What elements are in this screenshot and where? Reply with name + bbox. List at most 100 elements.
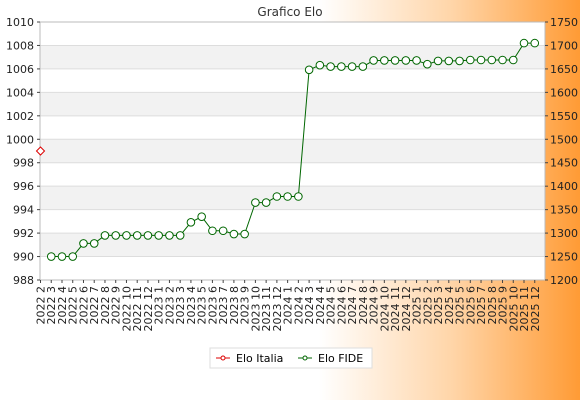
data-point-elo-fide [326, 62, 335, 71]
data-point-elo-fide [401, 56, 411, 65]
data-point-elo-fide [154, 231, 163, 240]
data-point-elo-fide [283, 192, 292, 201]
y-right-tick-label: 1750 [550, 16, 578, 29]
x-tick-label: 2023 6 [206, 286, 219, 325]
x-tick-label: 2023 3 [174, 286, 187, 325]
data-point-elo-fide [197, 212, 206, 221]
data-point-elo-fide [498, 55, 507, 65]
grid-band [40, 139, 545, 163]
data-point-elo-fide [508, 55, 518, 65]
data-point-elo-fide [530, 38, 540, 48]
y-right-tick-label: 1550 [550, 110, 578, 123]
x-tick-label: 2025 6 [464, 286, 477, 325]
data-point-elo-fide [433, 56, 443, 66]
data-point-elo-fide [347, 62, 357, 71]
x-tick-label: 2022 3 [45, 286, 58, 325]
x-tick-label: 2022 10 [120, 286, 133, 332]
data-point-elo-fide [455, 56, 464, 66]
x-tick-label: 2022 6 [77, 286, 90, 325]
y-left-tick-label: 1006 [6, 63, 34, 76]
y-left-tick-label: 990 [13, 251, 34, 264]
y-left-tick-label: 1010 [6, 16, 34, 29]
plot-layer: 988 990 992 994 996 998 1000 1002 1004 1006 1008 10… [6, 16, 578, 332]
legend-box [209, 347, 373, 369]
y-left-tick-label: 994 [13, 204, 34, 217]
data-point-elo-fide [380, 56, 389, 65]
y-left-tick-label: 1004 [6, 86, 34, 99]
data-point-elo-fide [444, 56, 454, 66]
chart-title: Grafico Elo [257, 5, 322, 19]
x-tick-label: 2024 9 [368, 286, 381, 325]
x-tick-label: 2022 2 [35, 286, 48, 325]
data-point-elo-italia [35, 146, 46, 156]
x-tick-label: 2024 6 [335, 286, 348, 325]
y-left-tick-label: 988 [13, 274, 34, 287]
x-tick-label: 2022 7 [88, 286, 101, 325]
x-tick-label: 2023 12 [271, 286, 284, 332]
y-right-tick-label: 1250 [550, 251, 578, 264]
x-tick-label: 2025 5 [454, 286, 467, 325]
x-tick-label: 2025 12 [529, 286, 542, 332]
x-tick-label: 2024 2 [292, 286, 305, 325]
x-tick-label: 2025 9 [497, 286, 510, 325]
x-tick-label: 2022 9 [110, 286, 123, 325]
data-point-elo-fide [79, 239, 88, 248]
data-point-elo-fide [337, 62, 346, 71]
data-point-elo-fide [240, 229, 249, 239]
data-point-elo-fide [208, 226, 217, 236]
y-left-tick-label: 996 [13, 180, 34, 193]
y-right-tick-label: 1450 [550, 157, 578, 170]
data-point-elo-fide [186, 218, 196, 227]
x-tick-label: 2025 10 [507, 286, 520, 332]
legend-marker-elo-fide [302, 355, 308, 361]
x-tick-label: 2022 12 [142, 286, 155, 332]
data-point-elo-fide [261, 198, 271, 207]
y-left-tick-label: 1008 [6, 39, 34, 52]
x-tick-label: 2023 4 [185, 286, 198, 325]
x-tick-label: 2023 2 [163, 286, 176, 325]
data-point-elo-fide [369, 56, 378, 65]
y-right-tick-label: 1650 [550, 63, 578, 76]
y-right-tick-label: 1700 [550, 39, 578, 52]
data-point-elo-fide [423, 59, 432, 69]
data-point-elo-fide [122, 231, 131, 240]
data-point-elo-fide [304, 65, 314, 75]
grid-band [40, 92, 545, 116]
y-left-tick-label: 992 [13, 227, 34, 240]
x-tick-label: 2022 4 [56, 286, 69, 325]
legend-label-elo-italia: Elo Italia [236, 352, 283, 365]
y-left-tick-label: 1002 [6, 110, 34, 123]
y-right-tick-label: 1500 [550, 133, 578, 146]
data-point-elo-fide [272, 192, 282, 201]
x-tick-label: 2023 1 [153, 286, 166, 325]
y-left-tick-label: 1000 [6, 133, 34, 146]
data-point-elo-fide [175, 231, 185, 240]
x-tick-label: 2025 1 [411, 286, 424, 325]
data-point-elo-fide [165, 231, 174, 240]
data-point-elo-fide [218, 226, 228, 236]
data-point-elo-fide [132, 231, 142, 240]
y-left-tick-label: 998 [13, 157, 34, 170]
x-tick-label: 2023 9 [239, 286, 252, 325]
x-tick-label: 2023 5 [196, 286, 209, 325]
x-tick-label: 2025 3 [432, 286, 445, 325]
data-point-elo-fide [251, 198, 260, 207]
x-tick-label: 2025 7 [475, 286, 488, 325]
x-tick-label: 2024 10 [378, 286, 391, 332]
data-point-elo-fide [412, 56, 421, 65]
x-tick-label: 2024 3 [303, 286, 316, 325]
y-right-tick-label: 1400 [550, 180, 578, 193]
data-point-elo-fide [46, 252, 56, 261]
grid-band [40, 233, 545, 257]
x-tick-label: 2024 7 [346, 286, 359, 325]
data-point-elo-fide [143, 231, 153, 240]
x-tick-label: 2024 11 [389, 286, 402, 332]
x-tick-label: 2023 10 [249, 286, 262, 332]
x-tick-label: 2025 2 [421, 286, 434, 325]
data-point-elo-fide [519, 38, 529, 48]
data-point-elo-fide [100, 231, 110, 240]
x-tick-label: 2024 12 [400, 286, 413, 332]
x-tick-label: 2022 11 [131, 286, 144, 332]
